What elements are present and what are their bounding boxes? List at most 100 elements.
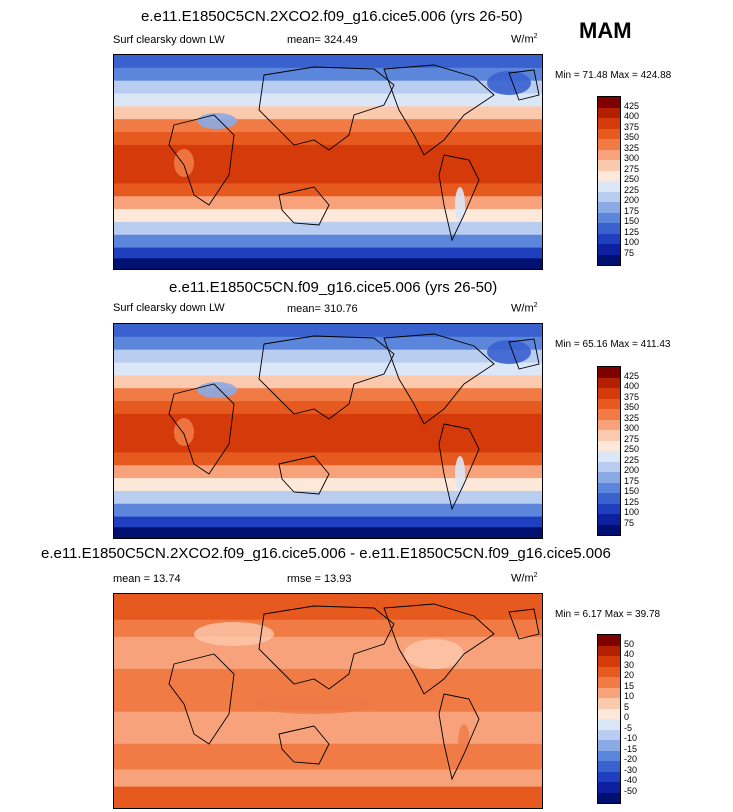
colorbar-tick-label: 50 xyxy=(624,638,635,649)
colorbar-tick-label: 300 xyxy=(624,423,640,433)
colorbar-tick-label: 200 xyxy=(624,465,640,475)
coastline xyxy=(508,608,540,640)
panel1-units: W/m2 xyxy=(511,33,538,46)
map-canvas xyxy=(114,324,542,538)
colorbar-tick-label: 175 xyxy=(624,205,640,216)
field-patch xyxy=(458,724,470,764)
colorbar-tick-label: 100 xyxy=(624,507,640,517)
panel1-field: Surf clearsky down LW xyxy=(113,34,225,46)
field-band xyxy=(114,388,542,402)
colorbar-cell xyxy=(598,740,620,751)
colorbar-tick-label: -40 xyxy=(624,775,638,785)
field-patch xyxy=(194,622,274,646)
field-patch xyxy=(174,418,194,446)
field-band xyxy=(114,221,542,236)
colorbar-cell xyxy=(598,750,620,761)
colorbar-cell xyxy=(598,782,620,793)
coastline xyxy=(278,455,330,495)
colorbar-cell xyxy=(598,139,620,150)
colorbar-tick-label: -20 xyxy=(624,754,638,764)
field-band xyxy=(114,67,542,82)
season-label: MAM xyxy=(579,18,632,43)
field-band xyxy=(114,594,542,621)
colorbar-cell xyxy=(598,191,620,202)
field-patch xyxy=(455,187,465,223)
colorbar-tick-label: 0 xyxy=(624,712,630,722)
colorbar-cell xyxy=(598,708,620,719)
field-band xyxy=(114,503,542,518)
coastline xyxy=(508,338,540,370)
colorbar-tick-label: -15 xyxy=(624,743,638,754)
panel2-colorbar: 425 400 375 350 325 300 275 250 225 200 175 150 125 1… xyxy=(597,366,657,538)
field-band xyxy=(114,247,542,259)
colorbar-cell xyxy=(598,771,620,782)
colorbar-cell xyxy=(598,687,620,698)
colorbar-cell xyxy=(598,729,620,740)
colorbar-strip xyxy=(597,366,621,536)
field-band xyxy=(114,527,542,538)
panel1-colorbar: 425 400 375 350 325 300 275 250 225 200 175 150 125 1… xyxy=(597,96,657,268)
colorbar-cell xyxy=(598,792,620,803)
colorbar-tick-label: 275 xyxy=(624,163,640,174)
colorbar-tick-label: 175 xyxy=(624,475,640,486)
colorbar-tick-label: 300 xyxy=(624,153,640,163)
field-band xyxy=(114,490,542,505)
colorbar-tick-label: -50 xyxy=(624,785,638,796)
field-band xyxy=(114,478,542,492)
colorbar-tick-label: 375 xyxy=(624,391,640,402)
colorbar-cell xyxy=(598,656,620,667)
colorbar-tick-label: 150 xyxy=(624,486,640,496)
colorbar-tick-label: 200 xyxy=(624,195,640,205)
field-band xyxy=(114,196,542,210)
field-band xyxy=(114,786,542,808)
coastline xyxy=(278,725,330,765)
colorbar-tick-label: 100 xyxy=(624,237,640,247)
colorbar-tick-label: 5 xyxy=(624,701,630,712)
colorbar-cell xyxy=(598,233,620,244)
map-canvas xyxy=(114,594,542,808)
coastline xyxy=(168,383,235,475)
panel2-units: W/m2 xyxy=(511,302,538,315)
field-band xyxy=(114,209,542,223)
field-band xyxy=(114,183,542,197)
panel1-map xyxy=(113,54,543,270)
field-patch xyxy=(487,340,531,364)
colorbar-cell xyxy=(598,367,620,378)
colorbar-cell xyxy=(598,761,620,772)
field-band xyxy=(114,516,542,528)
colorbar-cell xyxy=(598,451,620,462)
colorbar-tick-label: 125 xyxy=(624,226,640,237)
colorbar-cell xyxy=(598,97,620,108)
panel3-map xyxy=(113,593,543,809)
colorbar-cell xyxy=(598,503,620,514)
colorbar-tick-label: 225 xyxy=(624,184,640,195)
colorbar-cell xyxy=(598,461,620,472)
colorbar-cell xyxy=(598,719,620,730)
colorbar-cell xyxy=(598,524,620,535)
field-band xyxy=(114,106,542,120)
colorbar-cell xyxy=(598,493,620,504)
colorbar-cell xyxy=(598,377,620,388)
colorbar-tick-label: -5 xyxy=(624,722,633,733)
colorbar-tick-label: 275 xyxy=(624,433,640,444)
field-band xyxy=(114,336,542,351)
colorbar-tick-label: 350 xyxy=(624,402,640,412)
colorbar-cell xyxy=(598,107,620,118)
colorbar-cell xyxy=(598,677,620,688)
field-patch xyxy=(487,71,531,95)
field-band xyxy=(114,349,542,364)
panel3-minmax: Min = 6.17 Max = 39.78 xyxy=(555,609,661,620)
panel2-map xyxy=(113,323,543,539)
colorbar-tick-label: 15 xyxy=(624,680,635,691)
coastline xyxy=(438,693,480,781)
colorbar-cell xyxy=(598,430,620,441)
field-band xyxy=(114,375,542,389)
colorbar-cell xyxy=(598,645,620,656)
field-band xyxy=(114,362,542,376)
field-patch xyxy=(455,456,465,492)
colorbar-cell xyxy=(598,254,620,265)
colorbar-tick-label: 325 xyxy=(624,142,640,153)
colorbar-tick-label: 375 xyxy=(624,121,640,132)
field-band xyxy=(114,465,542,479)
field-band xyxy=(114,743,542,770)
